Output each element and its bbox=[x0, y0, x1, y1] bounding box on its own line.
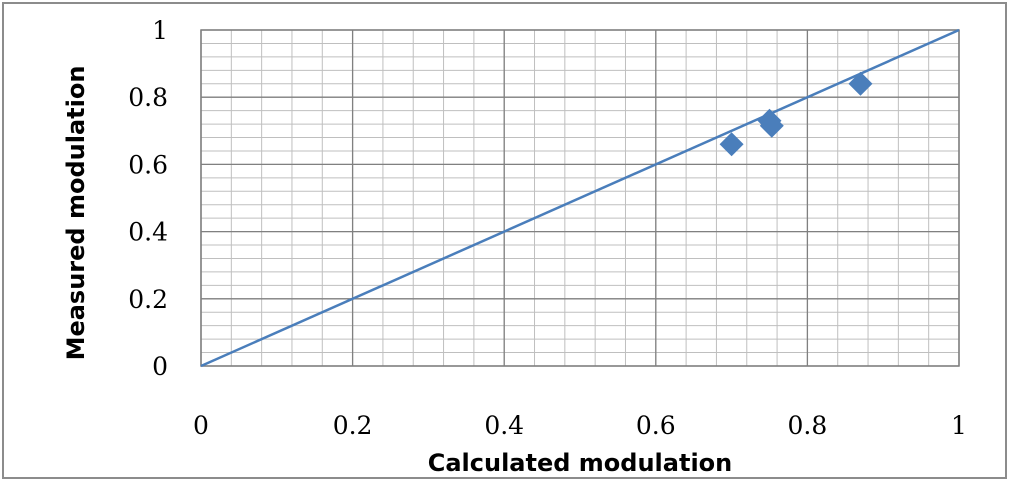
y-tick-label: 0 bbox=[152, 352, 168, 381]
y-tick-label: 0.4 bbox=[128, 218, 168, 247]
x-tick-label: 0.2 bbox=[333, 411, 373, 440]
y-tick-label: 0.8 bbox=[128, 83, 168, 112]
x-axis-title: Calculated modulation bbox=[428, 449, 733, 477]
x-tick-label: 0.8 bbox=[788, 411, 828, 440]
data-point bbox=[719, 132, 744, 157]
reference-line-group bbox=[200, 28, 960, 368]
y-tick-label: 0.2 bbox=[128, 285, 168, 314]
data-points bbox=[719, 71, 873, 157]
x-tick-label: 1 bbox=[951, 411, 967, 440]
y-axis-title: Measured modulation bbox=[62, 66, 90, 361]
x-tick-labels: 0 0.2 0.4 0.6 0.8 1 bbox=[193, 411, 967, 440]
data-point bbox=[848, 71, 873, 96]
data-point bbox=[759, 113, 784, 138]
y-tick-label: 1 bbox=[152, 16, 168, 45]
x-tick-label: 0 bbox=[193, 411, 209, 440]
y-tick-labels: 0 0.2 0.4 0.6 0.8 1 bbox=[128, 16, 168, 381]
x-tick-label: 0.6 bbox=[636, 411, 676, 440]
reference-line bbox=[200, 28, 960, 368]
scatter-chart: 0 0.2 0.4 0.6 0.8 1 0 0.2 0.4 0.6 0.8 1 Calculated… bbox=[62, 16, 967, 477]
y-tick-label: 0.6 bbox=[128, 150, 168, 179]
plot-area bbox=[200, 29, 960, 367]
x-tick-label: 0.4 bbox=[484, 411, 524, 440]
